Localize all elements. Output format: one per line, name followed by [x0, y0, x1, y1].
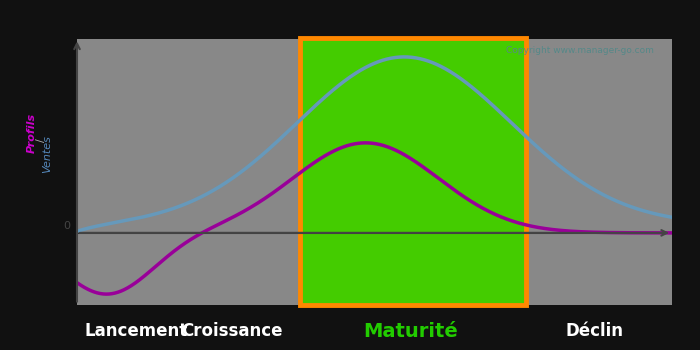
- Text: Croissance: Croissance: [181, 322, 283, 340]
- Text: Ventes: Ventes: [43, 135, 52, 173]
- Text: Lancement: Lancement: [85, 322, 188, 340]
- Text: Copyright www.manager-go.com: Copyright www.manager-go.com: [506, 47, 654, 56]
- Text: /: /: [36, 138, 46, 142]
- Text: Déclin: Déclin: [566, 322, 624, 340]
- Text: Maturité: Maturité: [363, 322, 458, 341]
- Bar: [300, 38, 526, 304]
- Text: Profils: Profils: [27, 113, 36, 153]
- Text: 0: 0: [63, 221, 70, 231]
- Text: Temps: Temps: [638, 238, 669, 248]
